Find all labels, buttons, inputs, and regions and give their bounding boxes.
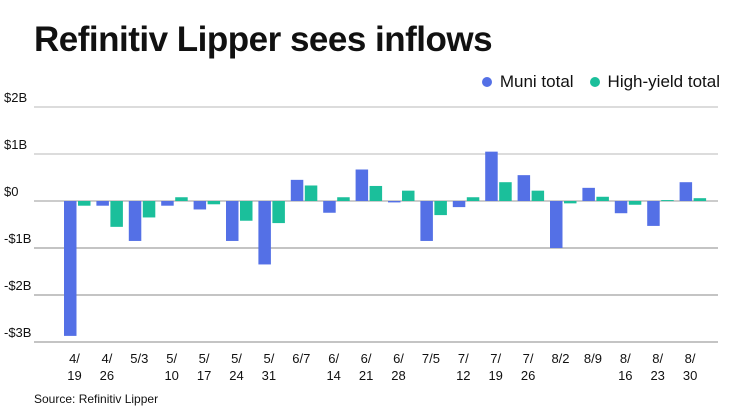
- y-tick-label: $0: [4, 184, 18, 199]
- x-tick-label: 5/3: [130, 351, 148, 366]
- bar-high-yield: [78, 201, 91, 206]
- x-tick-label: 7/: [490, 351, 501, 366]
- bar-muni: [517, 175, 531, 201]
- x-tick-label: 8/: [685, 351, 696, 366]
- bar-muni: [647, 201, 660, 226]
- bar-high-yield: [110, 201, 123, 227]
- bar-muni: [582, 187, 595, 201]
- x-tick-label: 28: [391, 368, 405, 383]
- x-tick-label: 16: [618, 368, 632, 383]
- bar-muni: [355, 169, 369, 201]
- x-tick-label: 26: [100, 368, 114, 383]
- x-tick-label: 5/: [263, 351, 274, 366]
- bar-high-yield: [466, 197, 480, 201]
- bar-muni: [485, 151, 498, 201]
- x-tick-label: 14: [326, 368, 340, 383]
- bar-high-yield: [434, 201, 447, 216]
- bar-high-yield: [240, 201, 253, 221]
- bar-high-yield: [531, 190, 545, 201]
- y-tick-label: -$3B: [4, 325, 31, 340]
- bar-high-yield: [628, 201, 642, 205]
- bar-muni: [452, 201, 466, 208]
- x-tick-label: 7/5: [422, 351, 440, 366]
- x-tick-label: 7/: [523, 351, 534, 366]
- x-tick-label: 7/: [458, 351, 469, 366]
- legend-label-high-yield: High-yield total: [607, 72, 720, 91]
- chart-title: Refinitiv Lipper sees inflows: [34, 20, 493, 59]
- x-tick-label: 12: [456, 368, 470, 383]
- bar-high-yield: [661, 200, 674, 202]
- bar-high-yield: [693, 198, 707, 201]
- x-tick-label: 17: [197, 368, 211, 383]
- x-tick-label: 5/: [166, 351, 177, 366]
- bar-muni: [193, 201, 207, 210]
- y-tick-label: -$2B: [4, 278, 31, 293]
- source-note: Source: Refinitiv Lipper: [34, 392, 159, 406]
- x-tick-label: 31: [262, 368, 276, 383]
- x-tick-label: 10: [164, 368, 178, 383]
- x-tick-label: 19: [67, 368, 81, 383]
- y-tick-label: $1B: [4, 137, 27, 152]
- bar-muni: [96, 201, 109, 206]
- bar-high-yield: [272, 201, 285, 224]
- x-tick-label: 26: [521, 368, 535, 383]
- x-tick-label: 6/7: [292, 351, 310, 366]
- legend-swatch-muni: [481, 77, 492, 87]
- x-tick-label: 19: [488, 368, 502, 383]
- y-tick-label: $2B: [4, 90, 27, 105]
- bar-high-yield: [175, 197, 188, 201]
- x-tick-label: 4/: [69, 351, 80, 366]
- bar-high-yield: [564, 201, 577, 204]
- bar-muni: [323, 201, 336, 213]
- legend-label-muni: Muni total: [499, 72, 574, 91]
- bar-high-yield: [142, 201, 156, 218]
- bar-muni: [226, 201, 239, 241]
- bar-muni: [550, 201, 563, 248]
- x-tick-label: 6/: [393, 351, 404, 366]
- x-tick-label: 24: [229, 368, 243, 383]
- legend-item-muni: Muni total: [481, 72, 574, 92]
- x-tick-label: 5/: [231, 351, 242, 366]
- bar-muni: [64, 201, 77, 336]
- x-tick-label: 21: [359, 368, 373, 383]
- x-tick-label: 4/: [101, 351, 112, 366]
- bar-high-yield: [402, 190, 415, 201]
- legend-swatch-high-yield: [589, 77, 600, 87]
- bar-high-yield: [369, 185, 383, 201]
- bar-high-yield: [207, 201, 221, 205]
- bar-muni: [258, 201, 271, 265]
- bar-muni: [290, 179, 304, 201]
- bar-high-yield: [337, 197, 350, 201]
- bar-high-yield: [596, 196, 609, 201]
- bar-high-yield: [304, 185, 318, 201]
- x-tick-label: 8/: [620, 351, 631, 366]
- x-tick-label: 5/: [199, 351, 210, 366]
- x-tick-label: 8/: [652, 351, 663, 366]
- x-tick-label: 8/9: [584, 351, 602, 366]
- bar-muni: [614, 201, 628, 214]
- chart-legend: Muni total High-yield total: [466, 72, 720, 92]
- x-tick-label: 6/: [328, 351, 339, 366]
- x-tick-label: 23: [650, 368, 664, 383]
- x-tick-label: 6/: [361, 351, 372, 366]
- legend-item-high-yield: High-yield total: [589, 72, 720, 92]
- bar-muni: [128, 201, 142, 241]
- bar-muni: [679, 182, 693, 201]
- bar-muni: [420, 201, 433, 241]
- bar-muni: [388, 201, 401, 203]
- bar-muni: [161, 201, 174, 206]
- y-tick-label: -$1B: [4, 231, 31, 246]
- bar-high-yield: [499, 182, 512, 201]
- x-tick-label: 30: [683, 368, 697, 383]
- x-tick-label: 8/2: [551, 351, 569, 366]
